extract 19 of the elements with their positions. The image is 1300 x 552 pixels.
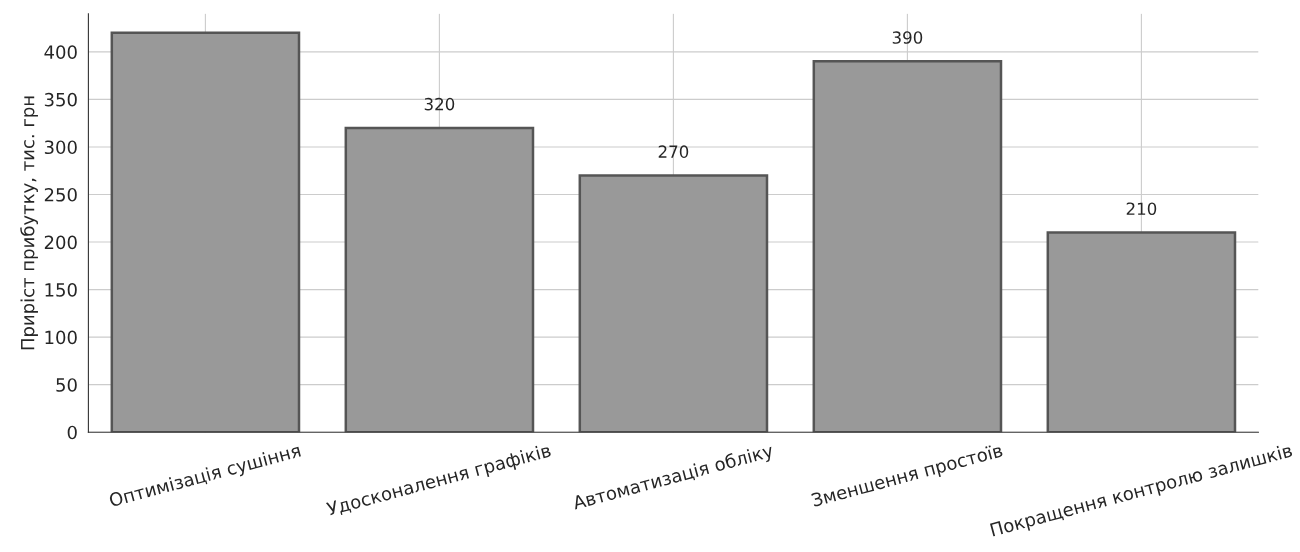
y-tick-label: 200 bbox=[44, 235, 77, 250]
data-label: 270 bbox=[658, 145, 689, 158]
data-label: 210 bbox=[1126, 202, 1157, 216]
bar bbox=[578, 174, 769, 433]
bar bbox=[344, 126, 535, 433]
y-tick-label: 0 bbox=[67, 425, 77, 440]
bar bbox=[812, 60, 1003, 433]
y-tick-label: 400 bbox=[44, 45, 77, 59]
data-label: 320 bbox=[424, 97, 455, 111]
y-axis-title: Приріст прибутку, тис. грн bbox=[20, 96, 38, 350]
y-tick-label: 300 bbox=[44, 140, 77, 155]
bar bbox=[110, 31, 301, 433]
y-tick-label: 150 bbox=[45, 283, 77, 297]
y-tick-label: 350 bbox=[44, 92, 77, 107]
y-tick-label: 50 bbox=[56, 378, 77, 392]
y-tick-label: 250 bbox=[44, 187, 77, 202]
data-label: 390 bbox=[892, 31, 923, 44]
y-tick-label: 100 bbox=[45, 330, 77, 345]
bar bbox=[1046, 231, 1237, 433]
